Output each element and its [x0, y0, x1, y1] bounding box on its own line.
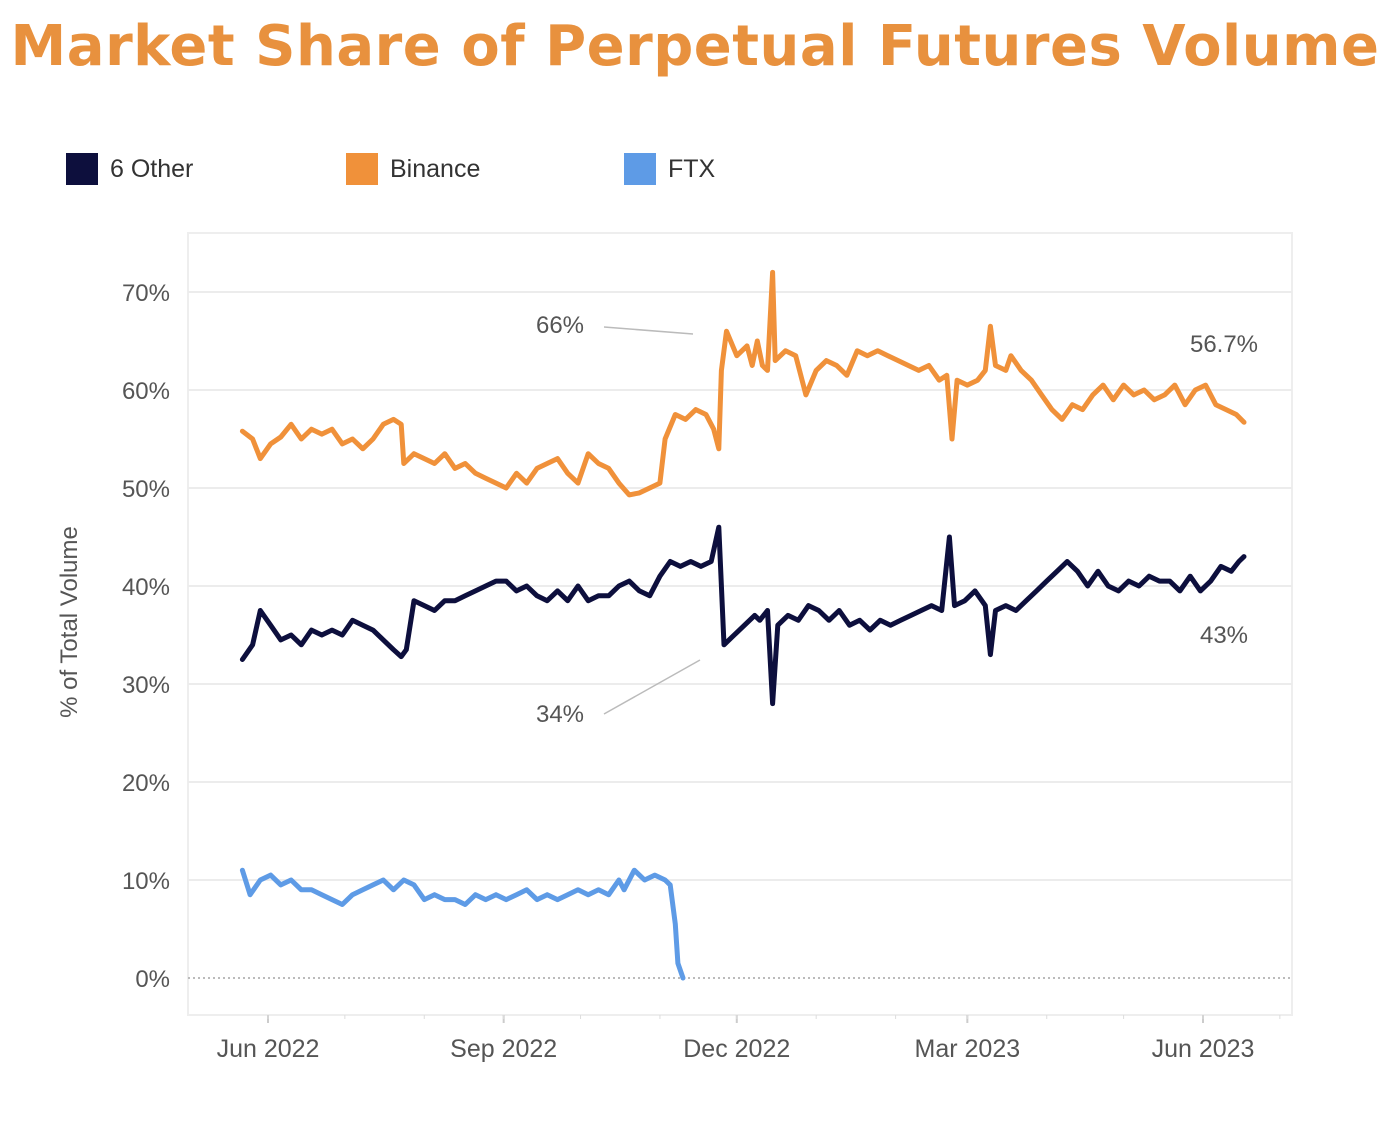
- series-line-binance: [239, 269, 1247, 498]
- x-tick-label: Jun 2023: [1152, 1035, 1255, 1063]
- y-tick-label: 20%: [122, 770, 170, 797]
- y-tick-label: 60%: [122, 378, 170, 405]
- legend: 6 Other Binance FTX: [66, 153, 786, 189]
- series-line-ftx: [239, 867, 686, 981]
- annotation-label: 34%: [536, 701, 584, 728]
- annotation-leader: [603, 659, 701, 715]
- legend-swatch-6-other: [66, 153, 98, 185]
- plot-area: [187, 232, 1293, 1016]
- x-tick-label: Mar 2023: [915, 1035, 1021, 1063]
- legend-label-ftx: FTX: [668, 154, 716, 183]
- y-axis-title: % of Total Volume: [56, 526, 83, 718]
- y-tick-label: 0%: [135, 966, 170, 993]
- legend-label-6-other: 6 Other: [110, 154, 194, 183]
- legend-item-binance: Binance: [346, 153, 480, 185]
- legend-item-ftx: FTX: [624, 153, 715, 185]
- annotation-leader: [603, 326, 694, 335]
- y-tick-label: 50%: [122, 476, 170, 503]
- x-tick-label: Sep 2022: [450, 1035, 557, 1063]
- legend-label-binance: Binance: [390, 154, 481, 183]
- annotation-label: 43%: [1200, 622, 1248, 649]
- y-tick-label: 40%: [122, 574, 170, 601]
- x-tick-label: Dec 2022: [683, 1035, 790, 1063]
- legend-item-6-other: 6 Other: [66, 153, 193, 185]
- y-tick-label: 70%: [122, 280, 170, 307]
- series-line-6-other: [239, 524, 1247, 707]
- legend-swatch-ftx: [624, 153, 656, 185]
- annotation-label: 66%: [536, 312, 584, 339]
- y-tick-label: 30%: [122, 672, 170, 699]
- y-tick-label: 10%: [122, 868, 170, 895]
- chart-title: Market Share of Perpetual Futures Volume: [10, 14, 1380, 79]
- legend-swatch-binance: [346, 153, 378, 185]
- x-tick-label: Jun 2022: [217, 1035, 320, 1063]
- annotation-label: 56.7%: [1190, 331, 1258, 358]
